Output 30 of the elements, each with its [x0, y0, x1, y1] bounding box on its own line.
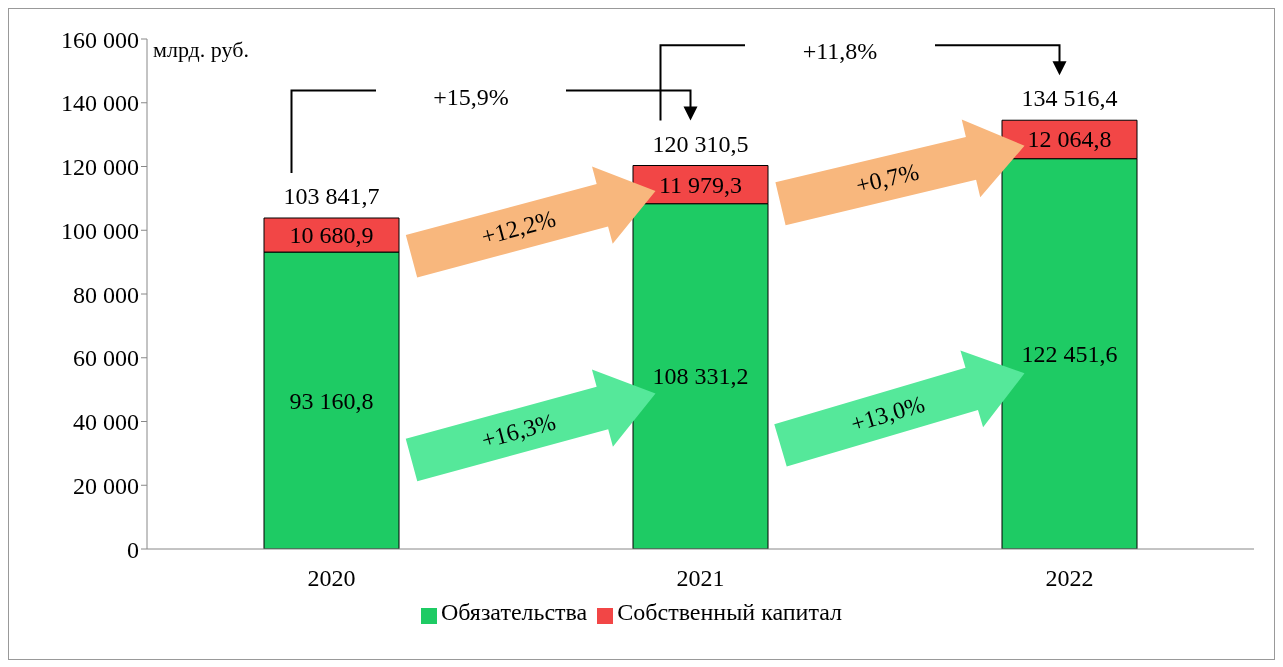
annotation: +15,9% [433, 83, 509, 110]
y-tick-label: 140 000 [61, 90, 139, 117]
x-tick-label: 2020 [307, 565, 356, 592]
legend-label: Обязательства [440, 599, 588, 625]
y-axis-title: млрд. руб. [153, 37, 249, 62]
annotation: +16,3% [478, 408, 559, 454]
data-label: 12 064,8 [1027, 126, 1112, 153]
data-label: 10 680,9 [289, 222, 374, 249]
total-label: 134 516,4 [1021, 85, 1118, 112]
y-tick-label: 40 000 [73, 409, 139, 436]
total-label: 103 841,7 [283, 183, 380, 209]
y-tick-label: 20 000 [73, 472, 139, 499]
annotation: +0,7% [853, 158, 922, 199]
legend-label: Собственный капитал [617, 599, 843, 625]
data-label: 11 979,3 [658, 171, 743, 198]
annotation: +11,8% [802, 38, 878, 65]
y-tick-label: 80 000 [73, 281, 139, 308]
annotation: +12,2% [478, 205, 559, 250]
total-label: 120 310,5 [652, 130, 749, 157]
y-tick-label: 160 000 [61, 26, 139, 53]
x-tick-label: 2022 [1045, 565, 1094, 592]
data-label: 122 451,6 [1021, 340, 1118, 367]
data-label: 93 160,8 [289, 387, 374, 414]
x-tick-label: 2021 [676, 565, 725, 592]
y-tick-label: 60 000 [73, 345, 139, 372]
y-tick-label: 0 [127, 536, 139, 563]
y-tick-label: 100 000 [61, 217, 139, 244]
annotation: +13,0% [847, 390, 928, 437]
data-label: 108 331,2 [652, 363, 749, 390]
y-tick-label: 120 000 [61, 154, 139, 181]
